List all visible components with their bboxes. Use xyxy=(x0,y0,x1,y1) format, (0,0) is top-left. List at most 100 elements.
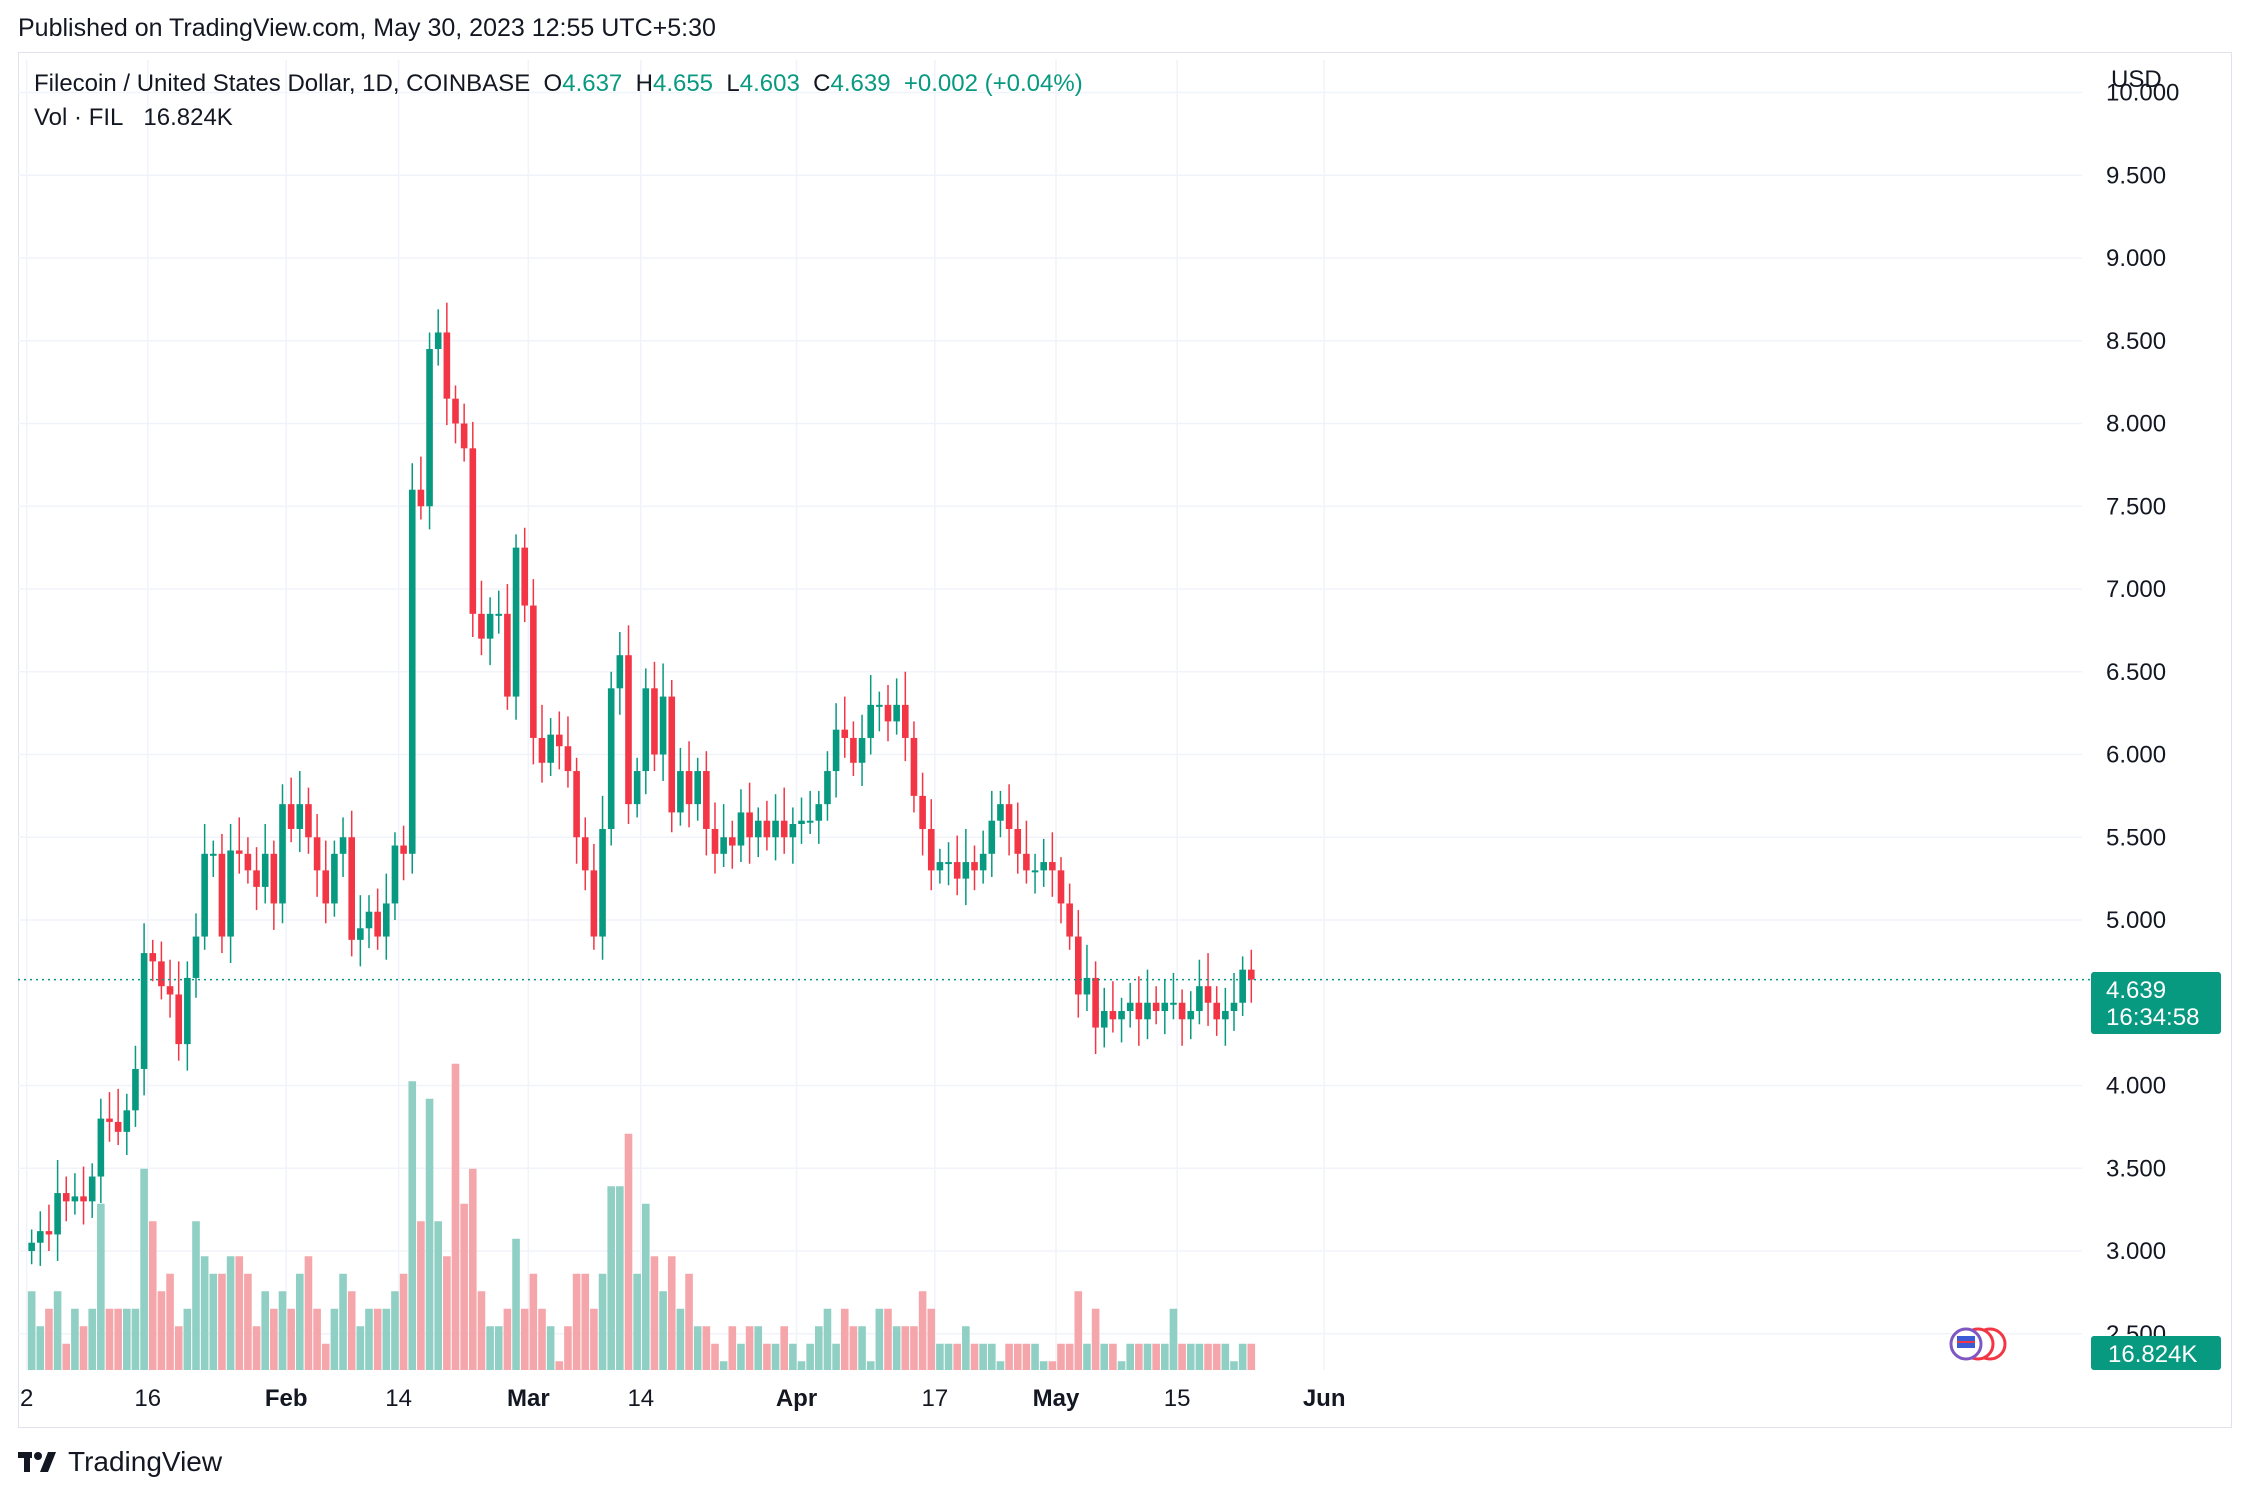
volume-bar xyxy=(304,1256,313,1370)
candle-body xyxy=(339,837,347,854)
candle-body xyxy=(504,613,511,697)
volume-bar xyxy=(53,1291,62,1370)
candle-body xyxy=(1023,853,1030,871)
candle-body xyxy=(806,820,814,823)
volume-bar xyxy=(365,1308,373,1370)
volume-bar xyxy=(780,1326,788,1370)
volume-bar xyxy=(1230,1361,1238,1370)
candle-body xyxy=(564,746,572,772)
volume-bar xyxy=(425,1098,434,1370)
candle-body xyxy=(383,903,390,937)
volume-bar xyxy=(667,1256,676,1370)
candle-body xyxy=(763,820,771,838)
candle-body xyxy=(1057,870,1065,904)
candle-body xyxy=(1118,1011,1125,1020)
open-value: 4.637 xyxy=(562,70,623,97)
candle-body xyxy=(599,828,606,937)
volume-bar xyxy=(936,1343,944,1370)
candle-body xyxy=(123,1110,131,1132)
event-flags-icon[interactable] xyxy=(1949,1327,2007,1361)
volume-bar xyxy=(581,1273,590,1370)
volume-bar xyxy=(45,1308,53,1370)
volume-bar xyxy=(1005,1343,1013,1370)
volume-bar xyxy=(1065,1343,1074,1370)
candle-body xyxy=(703,771,710,829)
volume-bar xyxy=(1022,1343,1031,1370)
volume-bar xyxy=(1221,1343,1230,1370)
candle-body xyxy=(71,1196,79,1202)
candle-body xyxy=(45,1231,53,1235)
candle-body xyxy=(270,853,278,904)
volume-bar xyxy=(166,1273,174,1370)
close-value: 4.639 xyxy=(830,70,891,97)
candle-body xyxy=(88,1176,96,1202)
volume-bar xyxy=(927,1308,936,1370)
volume-bar xyxy=(97,1203,105,1370)
currency-label[interactable]: USD xyxy=(2111,66,2162,93)
candle-body xyxy=(166,986,174,995)
candle-body xyxy=(530,605,537,738)
candle-body xyxy=(426,349,433,507)
volume-bar xyxy=(823,1308,832,1370)
volume-bar xyxy=(200,1256,209,1370)
price-tick-label: 9.000 xyxy=(2106,245,2166,272)
volume-bar xyxy=(244,1273,252,1370)
candle-body xyxy=(374,911,381,937)
candle-body xyxy=(927,828,935,871)
volume-bar xyxy=(616,1186,624,1370)
volume-bar xyxy=(962,1326,970,1370)
candle-body xyxy=(815,804,823,821)
symbol-legend[interactable]: Filecoin / United States Dollar, 1D, COI… xyxy=(34,70,1083,98)
candle-body xyxy=(1161,1002,1169,1012)
candle-body xyxy=(547,734,554,763)
candle-body xyxy=(1144,1002,1151,1020)
volume-bar xyxy=(1195,1343,1204,1370)
candle-body xyxy=(261,853,269,887)
volume-bar xyxy=(287,1308,295,1370)
volume-bar xyxy=(235,1256,244,1370)
candle-body xyxy=(607,688,615,829)
grid-lines xyxy=(18,60,2082,1370)
candle-body xyxy=(365,911,373,929)
candle-body xyxy=(331,853,338,904)
volume-bar xyxy=(763,1343,771,1370)
volume-bar xyxy=(1039,1361,1048,1370)
volume-bar xyxy=(1057,1343,1065,1370)
candle-body xyxy=(971,862,978,871)
candle-body xyxy=(175,994,182,1045)
volume-label: Vol · FIL xyxy=(34,104,124,131)
candle-body xyxy=(357,928,364,940)
time-axis: 2 16 Feb 14 Mar 14 Apr 17 May 15 Jun xyxy=(20,1385,1346,1412)
candle-body xyxy=(945,862,952,865)
volume-bar xyxy=(469,1168,477,1370)
volume-bar xyxy=(1247,1343,1256,1370)
candle-body xyxy=(1126,1002,1134,1012)
candle-body xyxy=(1170,1002,1177,1005)
candle-body xyxy=(28,1242,35,1251)
volume-bar xyxy=(270,1308,278,1370)
volume-bar xyxy=(347,1291,356,1370)
candle-body xyxy=(850,737,857,763)
candle-body xyxy=(953,862,961,879)
price-tick-label: 10.000 xyxy=(2106,80,2179,107)
volume-bar xyxy=(979,1343,987,1370)
candle-body xyxy=(936,862,944,871)
volume-legend[interactable]: Vol · FIL 16.824K xyxy=(34,104,233,132)
volume-bar xyxy=(728,1326,737,1370)
volume-bar xyxy=(321,1343,330,1370)
volume-bar xyxy=(866,1361,875,1370)
volume-bar xyxy=(771,1343,780,1370)
volume-bar xyxy=(875,1308,884,1370)
candle-body xyxy=(841,729,849,738)
candle-body xyxy=(1196,986,1203,1012)
candle-body xyxy=(1049,862,1056,871)
tradingview-logo[interactable]: TradingView xyxy=(18,1446,222,1478)
volume-bar xyxy=(140,1168,148,1370)
volume-bar xyxy=(1161,1343,1169,1370)
candle-body xyxy=(694,771,701,805)
chart-frame[interactable] xyxy=(18,52,2232,1428)
volume-bar xyxy=(494,1326,503,1370)
price-tick-label: 6.500 xyxy=(2106,659,2166,686)
volume-bar xyxy=(209,1273,218,1370)
